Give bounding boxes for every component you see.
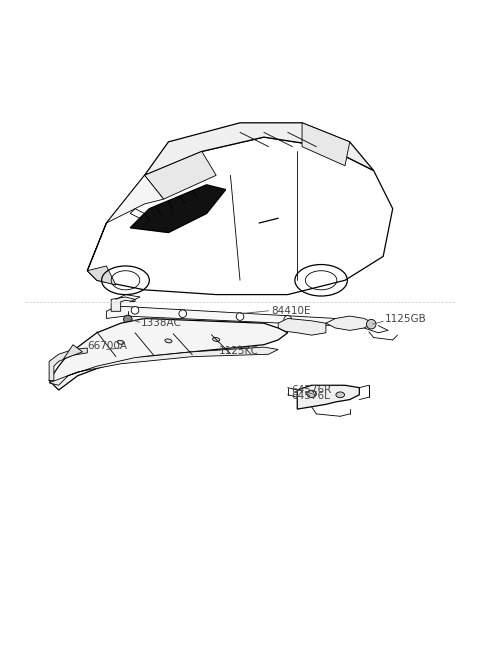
Polygon shape (49, 348, 87, 380)
Text: 66700A: 66700A (87, 340, 127, 351)
Ellipse shape (307, 390, 316, 398)
Polygon shape (144, 152, 216, 199)
Text: 64576R: 64576R (291, 385, 332, 395)
Polygon shape (107, 306, 345, 325)
Polygon shape (49, 318, 288, 390)
Circle shape (366, 319, 376, 329)
Circle shape (123, 315, 132, 323)
Text: 64576L: 64576L (291, 391, 330, 401)
Circle shape (284, 316, 291, 323)
Polygon shape (297, 385, 360, 409)
Polygon shape (49, 347, 278, 385)
Circle shape (179, 310, 187, 318)
Circle shape (234, 339, 241, 347)
Ellipse shape (336, 392, 345, 398)
Polygon shape (144, 123, 373, 175)
Circle shape (241, 344, 249, 352)
Circle shape (131, 306, 139, 314)
Ellipse shape (165, 339, 172, 343)
Polygon shape (326, 316, 373, 331)
Polygon shape (111, 297, 135, 312)
Polygon shape (278, 318, 326, 335)
Polygon shape (130, 185, 226, 233)
Polygon shape (87, 266, 116, 285)
Polygon shape (302, 123, 350, 166)
Polygon shape (63, 344, 83, 359)
Ellipse shape (117, 340, 124, 344)
Circle shape (236, 313, 244, 320)
Text: 1125GB: 1125GB (384, 314, 426, 325)
Polygon shape (87, 137, 393, 295)
Ellipse shape (213, 337, 220, 341)
Text: 1125KC: 1125KC (218, 346, 259, 356)
Text: 1338AC: 1338AC (141, 318, 182, 328)
Polygon shape (87, 175, 164, 271)
Text: 84410E: 84410E (271, 306, 311, 316)
